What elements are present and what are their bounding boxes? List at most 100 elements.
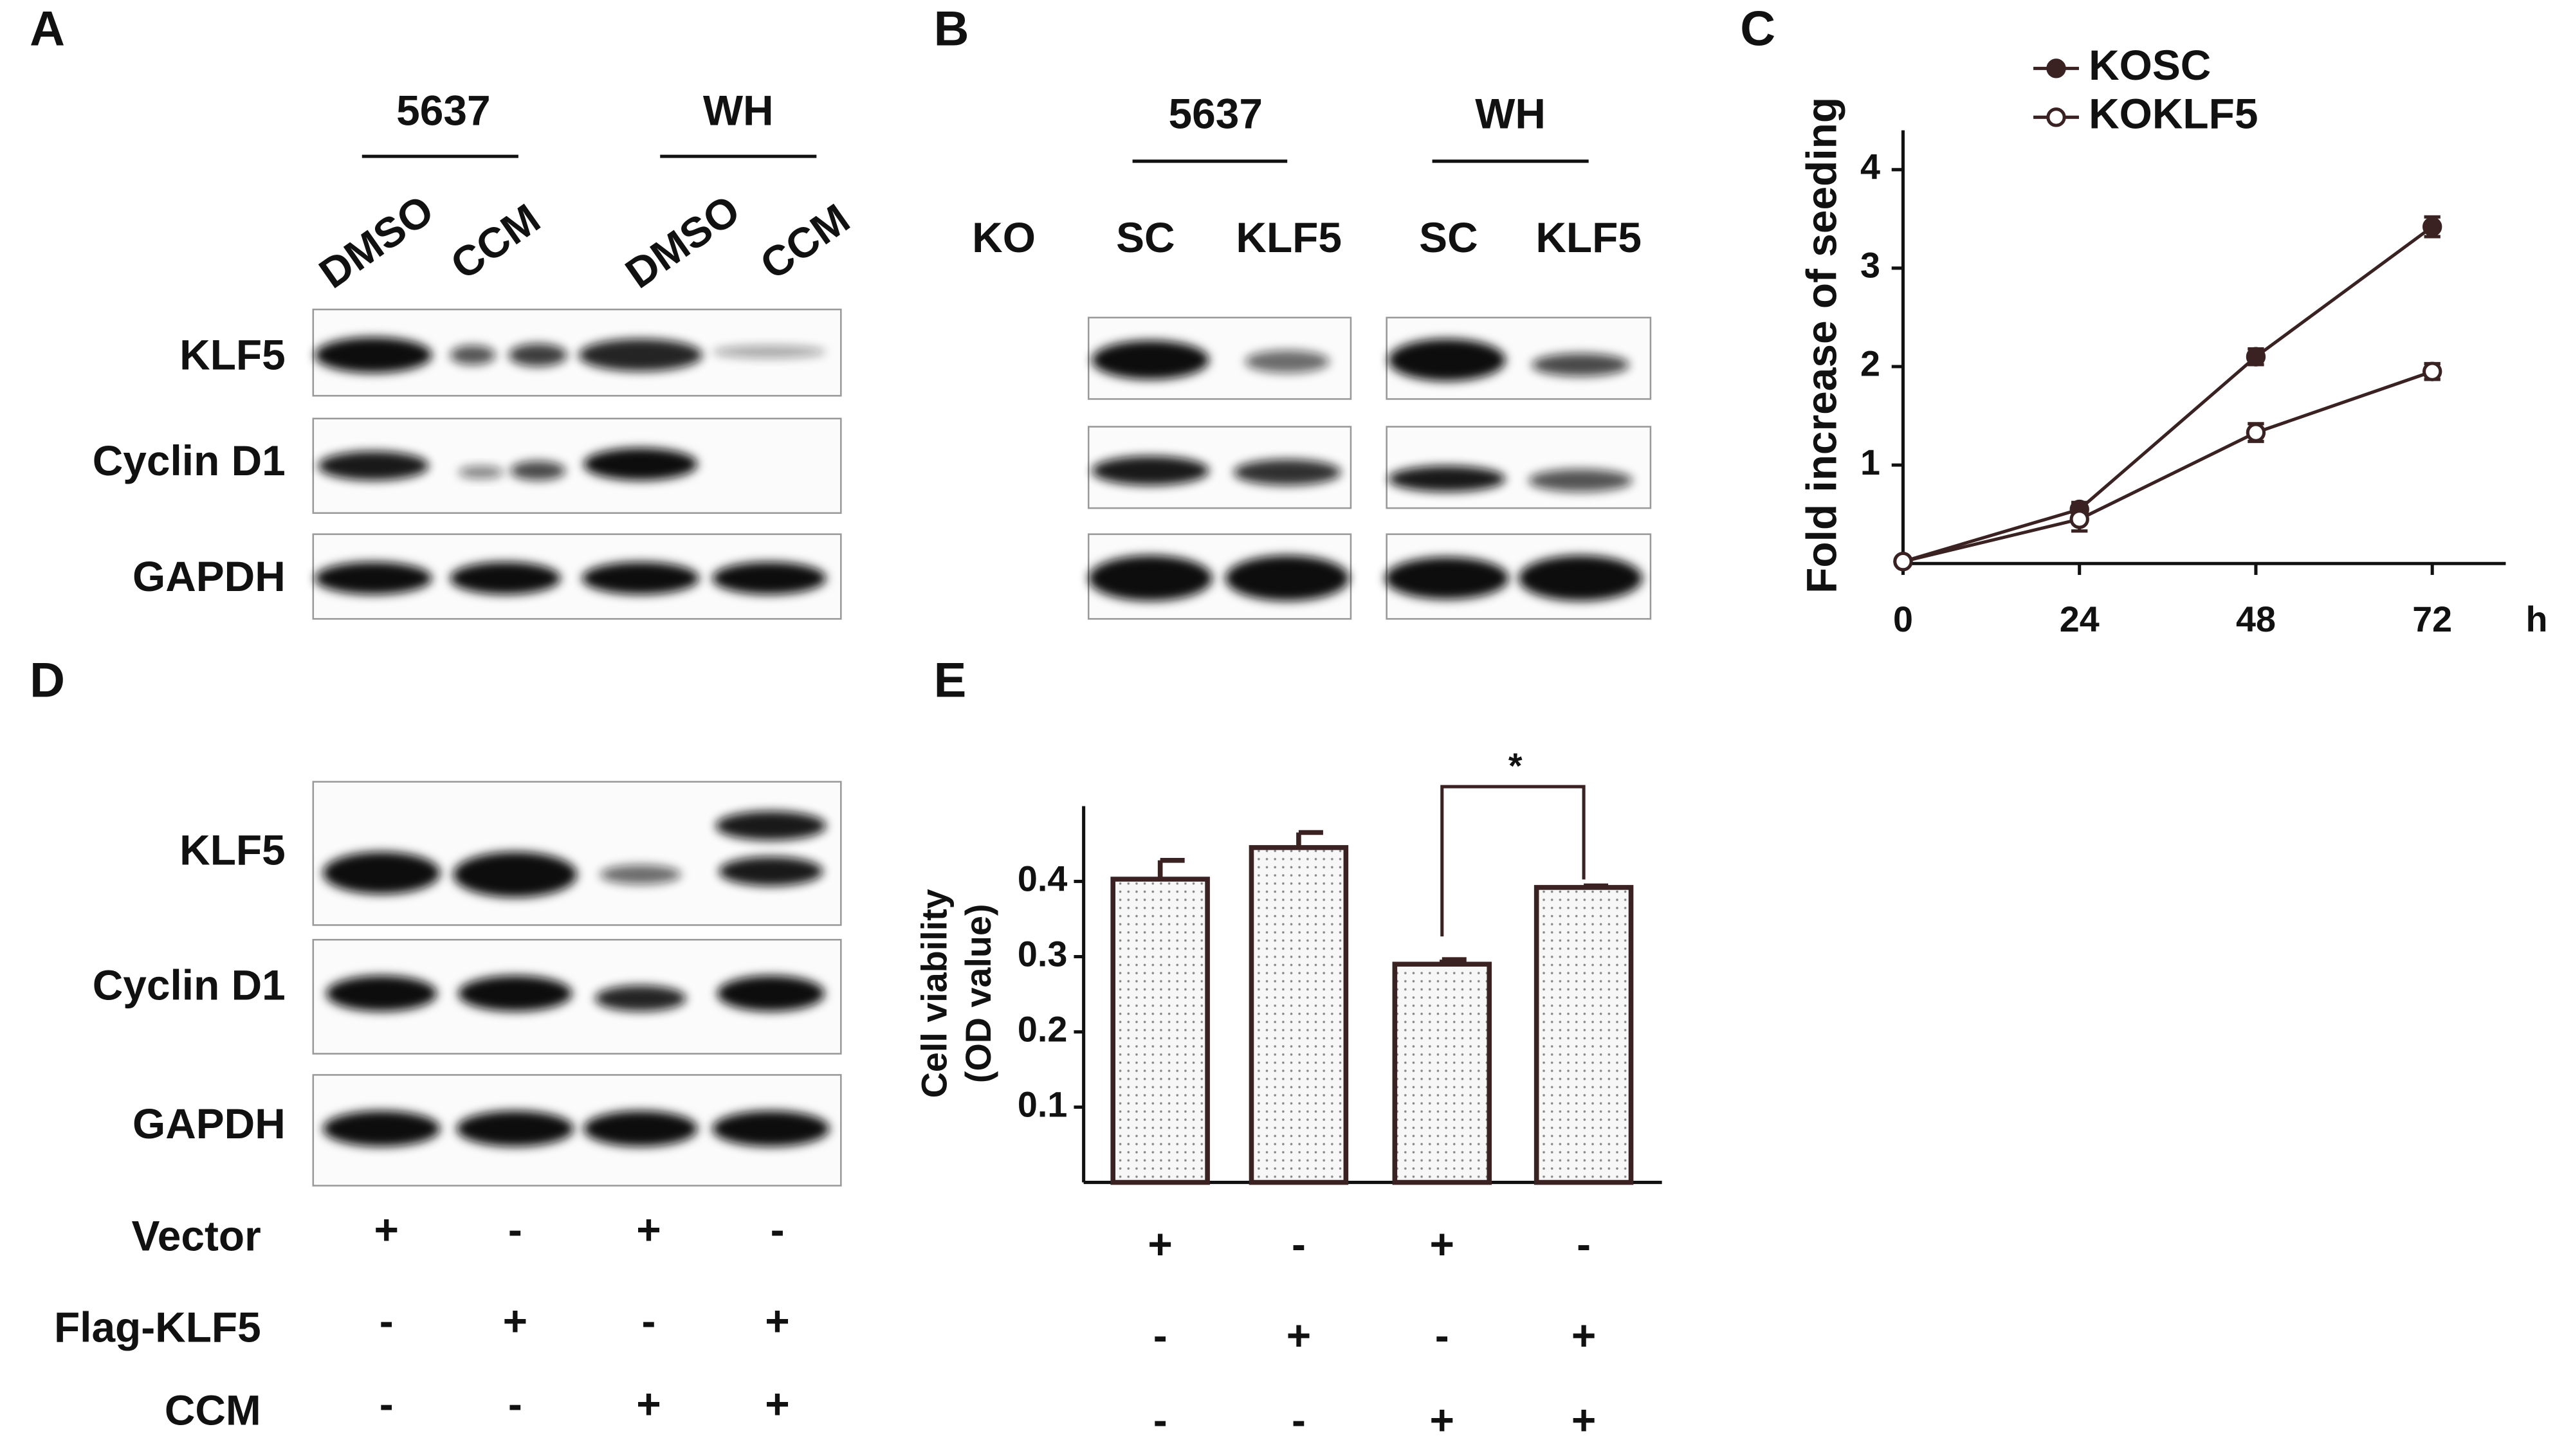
condition-sign: +	[636, 1205, 661, 1253]
band	[712, 561, 827, 595]
y-tick-label: 1	[1860, 442, 1880, 482]
condition-sign: -	[380, 1379, 394, 1427]
row-label: KO	[972, 214, 1036, 261]
band	[322, 1111, 441, 1147]
lane-label: CCM	[751, 194, 857, 289]
condition-sign: -	[1292, 1396, 1306, 1444]
lane-label: DMSO	[617, 185, 748, 297]
condition-sign: -	[1435, 1311, 1449, 1359]
y-tick-label: 3	[1860, 246, 1880, 286]
group-label: 5637	[1169, 90, 1263, 138]
bar	[1249, 845, 1349, 1185]
condition-label: CCM	[165, 1387, 261, 1434]
legend-label: KOSC	[2089, 41, 2211, 89]
band	[458, 975, 572, 1012]
band	[450, 345, 496, 365]
band	[578, 338, 703, 372]
band	[1092, 340, 1209, 380]
y-tick-label: 0.2	[1018, 1009, 1067, 1049]
marker	[2422, 217, 2442, 237]
error-bar	[1296, 830, 1323, 848]
condition-sign: +	[636, 1379, 661, 1427]
band	[322, 851, 441, 895]
row-label: Cyclin D1	[93, 437, 286, 484]
condition-sign: +	[765, 1379, 789, 1427]
condition-sign: -	[1292, 1220, 1306, 1268]
condition-label: Vector	[132, 1212, 261, 1260]
band	[315, 337, 432, 373]
band	[717, 975, 825, 1012]
band	[315, 561, 432, 595]
series-line	[1902, 225, 2433, 563]
lane-label: DMSO	[311, 185, 442, 297]
band	[583, 1111, 698, 1147]
row-label: GAPDH	[133, 552, 286, 600]
condition-sign: -	[1577, 1220, 1591, 1268]
legend-marker	[2046, 107, 2066, 127]
lane-label: SC	[1419, 214, 1478, 261]
bar	[1534, 885, 1634, 1185]
marker	[2246, 347, 2266, 367]
condition-sign: +	[1571, 1311, 1596, 1359]
band	[1532, 353, 1630, 376]
band	[1518, 555, 1643, 601]
x-tick-label: 0	[1893, 599, 1913, 639]
row-label: Cyclin D1	[93, 961, 286, 1009]
x-tick-label: 72	[2412, 599, 2452, 639]
condition-sign: +	[765, 1297, 789, 1344]
condition-sign: +	[1287, 1311, 1311, 1359]
condition-sign: +	[1148, 1220, 1172, 1268]
band	[1092, 456, 1209, 486]
band	[1528, 469, 1633, 492]
series-line	[1902, 370, 2433, 563]
lane-label: CCM	[442, 194, 548, 289]
band	[1088, 555, 1213, 601]
significance-bracket	[1440, 785, 1586, 937]
band	[508, 343, 567, 367]
band	[715, 811, 827, 841]
condition-sign: -	[380, 1297, 394, 1344]
band	[318, 451, 429, 481]
band	[1388, 466, 1506, 492]
y-tick-label: 2	[1860, 344, 1880, 384]
panel-label: B	[934, 2, 969, 57]
condition-sign: -	[508, 1379, 522, 1427]
row-label: GAPDH	[133, 1100, 286, 1147]
condition-sign: -	[771, 1205, 785, 1253]
band	[719, 857, 823, 886]
row-label: KLF5	[179, 826, 286, 873]
marker	[2069, 509, 2089, 529]
bar	[1110, 877, 1210, 1185]
band	[450, 561, 561, 595]
x-unit: h	[2526, 599, 2548, 639]
panel-label: D	[30, 653, 65, 708]
row-label: KLF5	[179, 331, 286, 379]
condition-label: Flag-KLF5	[54, 1303, 261, 1351]
band	[510, 460, 566, 481]
band	[583, 448, 698, 481]
band	[453, 851, 578, 898]
band	[1385, 557, 1509, 599]
marker	[1893, 551, 1913, 572]
band	[458, 466, 504, 479]
condition-sign: +	[374, 1205, 399, 1253]
band	[594, 985, 686, 1012]
y-tick-label: 4	[1860, 147, 1880, 187]
x-tick-label: 24	[2060, 599, 2100, 639]
band	[456, 1111, 574, 1147]
band	[1233, 459, 1341, 486]
lane-label: KLF5	[1236, 214, 1342, 261]
condition-sign: +	[1571, 1396, 1596, 1444]
legend-marker	[2046, 59, 2066, 78]
y-tick-label: 0.3	[1018, 934, 1067, 974]
condition-sign: -	[1153, 1311, 1168, 1359]
band	[1225, 555, 1350, 601]
group-label: WH	[703, 87, 774, 134]
group-label: 5637	[396, 87, 490, 134]
panel-label: A	[30, 2, 65, 57]
band	[712, 1111, 830, 1147]
band	[1245, 350, 1330, 373]
condition-sign: +	[503, 1297, 527, 1344]
bar	[1392, 961, 1492, 1185]
